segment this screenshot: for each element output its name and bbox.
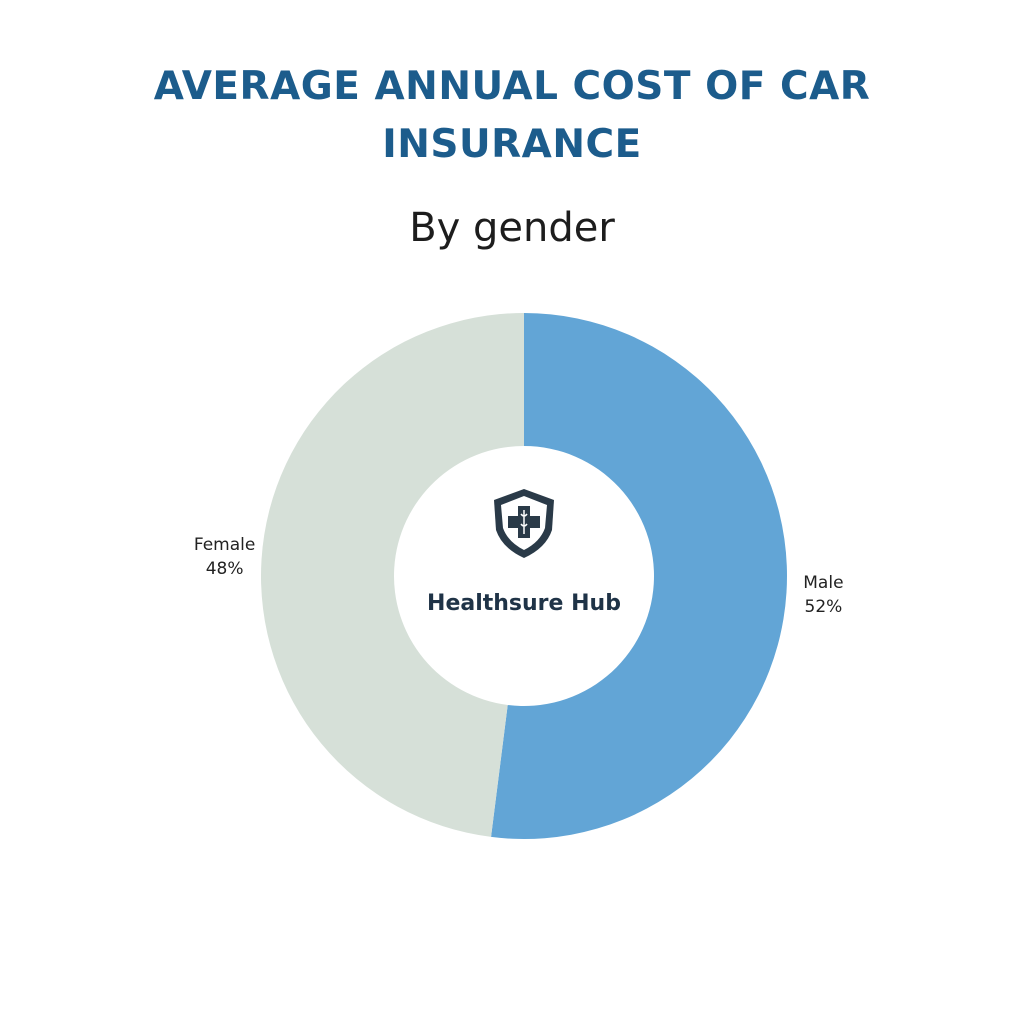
shield-symbol bbox=[520, 510, 528, 534]
value-label: 48% bbox=[206, 559, 244, 579]
category-label: Female bbox=[194, 535, 255, 555]
logo-shield bbox=[494, 489, 554, 558]
wedge bbox=[261, 313, 524, 837]
chart-subtitle: By gender bbox=[409, 205, 615, 251]
chart-title: AVERAGE ANNUAL COST OF CAR INSURANCE bbox=[153, 64, 871, 167]
wedges bbox=[261, 313, 788, 839]
wedge bbox=[491, 313, 788, 839]
category-label: Male bbox=[803, 573, 843, 593]
center-label: Healthsure Hub bbox=[427, 591, 621, 616]
value-label: 52% bbox=[805, 597, 843, 617]
